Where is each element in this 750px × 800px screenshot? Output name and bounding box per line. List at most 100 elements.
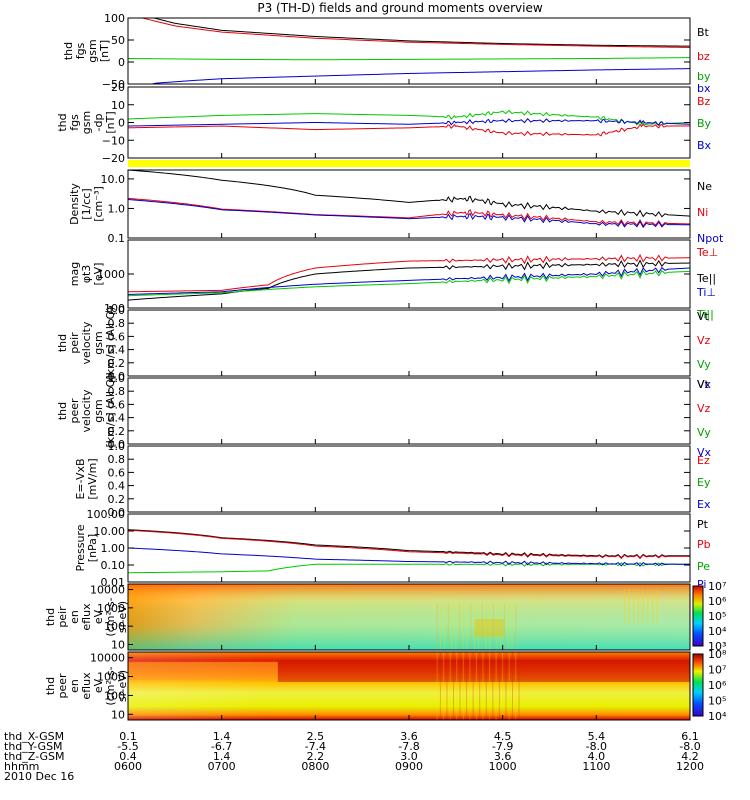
y-tick-label: 0.8 — [108, 385, 126, 398]
footer-value: -8.0 — [679, 740, 700, 753]
y-tick-label: 10.0 — [101, 173, 126, 186]
y-tick-label: 100 — [104, 620, 125, 633]
footer-value: -7.4 — [305, 740, 326, 753]
footer-value: 1100 — [582, 760, 610, 773]
footer-value: 1.4 — [213, 750, 231, 763]
legend-Ne: Ne — [697, 180, 712, 193]
y-axis-label: φt3 — [80, 265, 93, 284]
y-axis-label: fgs — [74, 42, 87, 59]
legend-bz: bz — [697, 50, 710, 63]
footer-value: 2.2 — [307, 750, 325, 763]
footer-value: 1000 — [489, 760, 517, 773]
panel-frame — [127, 445, 691, 513]
panel-frame — [127, 309, 691, 377]
y-axis-label: velocity — [80, 321, 93, 364]
footer-value: -5.5 — [117, 740, 138, 753]
series-bz — [128, 17, 691, 48]
legend-Bt: Bt — [697, 26, 710, 39]
y-axis-label: eV — [92, 678, 105, 693]
y-tick-label: −20 — [102, 152, 125, 165]
y-axis-label: gsm — [92, 399, 105, 422]
y-axis-label: [1/cc] — [80, 188, 93, 219]
y-tick-label: 0.4 — [108, 480, 126, 493]
y-tick-label: 1.00 — [101, 542, 126, 555]
y-tick-label: 0.6 — [108, 466, 126, 479]
series-Npot — [127, 199, 691, 229]
colorbar-tick-label: 10⁶ — [708, 595, 727, 608]
panel-peer_spec: 10⁴ 10⁵ 10⁶ 10⁷ 10⁸ 10 100 1000 10000 thd peer en ef… — [44, 648, 727, 723]
legend-Vx: Vx — [697, 446, 712, 459]
legend-Ex: Ex — [697, 498, 711, 511]
y-tick-label: 0.01 — [101, 576, 126, 589]
series-Bt — [128, 17, 691, 47]
y-tick-label: 0.10 — [101, 559, 126, 572]
footer-row-label: thd_Z-GSM — [4, 750, 64, 763]
y-tick-label: 0.6 — [108, 398, 126, 411]
y-tick-label: 0 — [118, 117, 125, 130]
colorbar-tick-label: 10⁷ — [708, 580, 726, 593]
panel-temperature: 100 1000 Te⊥ Te||Ti⊥ Ti|| mag φt3 [eV] — [68, 239, 718, 321]
panel-frame — [127, 377, 691, 445]
y-axis-label: mag — [68, 262, 81, 286]
y-axis-label: Density — [68, 183, 81, 225]
legend-Vt: Vt — [697, 310, 710, 323]
y-axis-label: [nT] — [104, 111, 117, 133]
y-tick-label: 0.8 — [108, 453, 126, 466]
y-axis-label: E=-VxB — [74, 458, 87, 499]
y-axis-label: thd — [62, 42, 75, 60]
y-axis-label: [nT] — [98, 40, 111, 62]
y-tick-label: 100 — [104, 689, 125, 702]
y-tick-label: 1.0 — [108, 202, 126, 215]
y-axis-label: gsm — [92, 331, 105, 354]
series-Bz — [127, 123, 690, 137]
y-axis-label: [cm⁻³] — [92, 186, 105, 222]
footer-value: 0.4 — [119, 750, 137, 763]
y-tick-label: 0.2 — [108, 425, 126, 438]
series-Pi — [127, 547, 691, 567]
footer-value: -7.9 — [492, 740, 513, 753]
colorbar-tick-label: 10⁴ — [708, 710, 727, 723]
legend-Vy: Vy — [697, 358, 711, 371]
y-tick-label: 10 — [111, 99, 125, 112]
footer-value: 2.5 — [307, 730, 325, 743]
colorbar-tick-label: 10⁵ — [708, 695, 726, 708]
y-axis-label: (cm²-s- — [104, 666, 117, 705]
y-tick-label: 0 — [118, 56, 125, 69]
footer-value: -7.8 — [398, 740, 419, 753]
series-Ti⊥ — [127, 266, 691, 295]
footer-value: 0800 — [301, 760, 329, 773]
footer-value: 4.2 — [681, 750, 699, 763]
footer-row-label: thd_X-GSM — [4, 730, 64, 743]
footer-value: 3.6 — [400, 730, 418, 743]
legend-Bz: Bz — [697, 95, 711, 108]
legend-Vt: Vt — [697, 378, 710, 391]
series-Ne — [127, 169, 691, 218]
y-axis-label: peir — [68, 332, 81, 354]
y-axis-label: thd — [56, 402, 69, 420]
spectrogram-band — [128, 662, 278, 680]
y-axis-label: peir — [56, 606, 69, 628]
y-axis-label: peer — [68, 398, 81, 424]
legend-Te⊥: Te⊥ — [696, 246, 718, 259]
colorbar — [692, 585, 704, 647]
series-Te|| — [127, 259, 691, 301]
y-axis-label: sr-eV) — [116, 601, 129, 633]
series-Bx — [127, 117, 691, 127]
colorbar-tick-label: 10³ — [708, 640, 726, 653]
y-axis-label: (cm²-s- — [104, 597, 117, 636]
legend-Ti⊥: Ti⊥ — [696, 286, 716, 299]
y-tick-label: 10000 — [90, 652, 125, 665]
spectrogram-shade — [128, 584, 690, 650]
footer-value: 0.1 — [119, 730, 137, 743]
y-axis-label: thd — [56, 334, 69, 352]
legend-Pi: Pi — [697, 578, 706, 591]
legend-Ti||: Ti|| — [696, 308, 714, 321]
footer-value: -6.7 — [211, 740, 232, 753]
footer-value: 6.1 — [681, 730, 699, 743]
y-tick-label: 10000 — [90, 584, 125, 597]
footer-row-label: thd_Y-GSM — [4, 740, 63, 753]
series-bx — [128, 68, 691, 85]
